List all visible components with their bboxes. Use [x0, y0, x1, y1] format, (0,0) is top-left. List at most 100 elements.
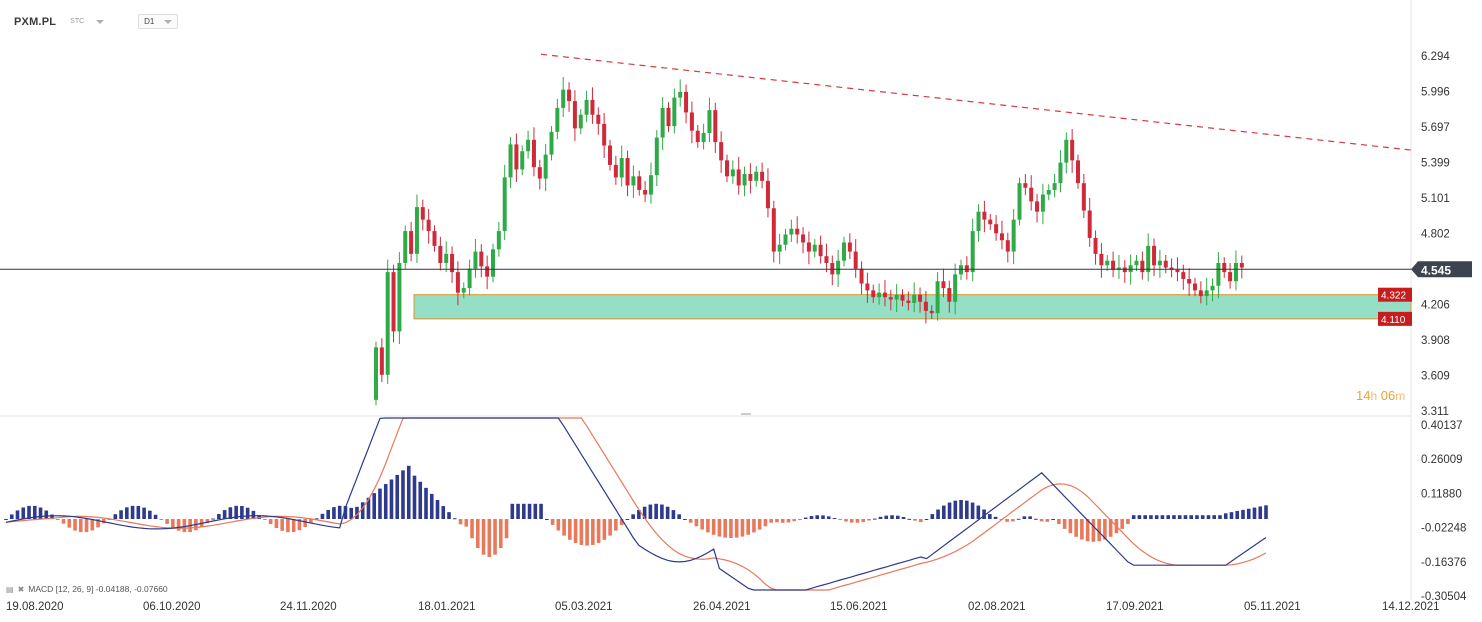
- candle-body: [567, 89, 572, 102]
- candle-body: [923, 301, 928, 311]
- candle-body: [947, 288, 952, 302]
- price-tags: 4.545 4.322 4.110: [1378, 261, 1472, 326]
- macd-histogram-bar: [406, 465, 411, 519]
- menu-icon[interactable]: ▤: [6, 584, 14, 594]
- macd-histogram-bar: [642, 506, 647, 519]
- timeframe-select[interactable]: D1: [138, 14, 179, 29]
- macd-histogram-bar: [602, 519, 607, 540]
- candle-body: [689, 112, 694, 131]
- macd-histogram-bar: [1172, 515, 1176, 519]
- date-tick-label: 26.04.2021: [693, 601, 751, 613]
- macd-histogram-bar: [740, 519, 745, 537]
- macd-histogram-bar: [148, 510, 152, 519]
- macd-line: [5, 417, 1267, 591]
- macd-histogram-bar: [418, 481, 423, 519]
- macd-histogram-bar: [734, 519, 739, 538]
- macd-histogram-bar: [568, 519, 572, 540]
- candle-body: [853, 251, 858, 269]
- macd-histogram-bar: [4, 519, 8, 520]
- candle-body: [602, 123, 607, 146]
- candle-body: [578, 114, 583, 129]
- candle-body: [1233, 262, 1238, 282]
- candle-body: [906, 300, 911, 303]
- candle-body: [824, 256, 829, 263]
- candle-body: [461, 288, 466, 293]
- candle-body: [385, 272, 390, 375]
- macd-histogram-bar: [481, 519, 486, 555]
- candle-body: [654, 137, 659, 176]
- macd-histogram-bar: [217, 514, 221, 519]
- candlestick-series: [374, 77, 1244, 406]
- macd-histogram-bar: [337, 505, 342, 519]
- candle-body: [672, 97, 677, 127]
- macd-histogram-bar: [383, 484, 388, 519]
- macd-histogram-bar: [1074, 519, 1078, 537]
- candle-body: [935, 281, 940, 314]
- candle-body: [701, 132, 706, 143]
- candle-body: [877, 292, 882, 298]
- macd-histogram-bar: [637, 510, 641, 519]
- macd-signal-line: [5, 417, 1267, 591]
- macd-histogram-bar: [303, 519, 307, 528]
- close-icon[interactable]: ✖: [17, 584, 25, 594]
- candle-body: [1081, 183, 1086, 211]
- macd-histogram-bar: [976, 505, 981, 519]
- macd-histogram-bar: [1177, 515, 1182, 519]
- macd-histogram-bar: [257, 514, 261, 519]
- macd-histogram-bar: [1126, 519, 1130, 525]
- macd-histogram-bar: [821, 515, 825, 519]
- candle-body: [613, 164, 618, 178]
- macd-histogram-bar: [729, 519, 733, 538]
- zone-upper-tag: [1378, 287, 1412, 302]
- macd-histogram-bar: [355, 506, 359, 519]
- chart-toolbar: PXM.PL STC D1: [14, 14, 179, 29]
- macd-histogram-bar: [1229, 512, 1234, 519]
- macd-histogram-bar: [142, 507, 146, 519]
- chevron-down-icon[interactable]: [96, 19, 105, 24]
- symbol-label[interactable]: PXM.PL: [14, 15, 57, 28]
- macd-histogram-bar: [965, 500, 969, 519]
- candle-body: [783, 234, 788, 245]
- macd-histogram-bar: [510, 503, 515, 519]
- macd-histogram-bar: [372, 493, 377, 519]
- macd-tick-label: 0.26009: [1421, 454, 1463, 466]
- candle-body: [432, 231, 437, 246]
- macd-histogram-bar: [625, 519, 630, 520]
- candle-body: [1128, 265, 1133, 273]
- macd-histogram-bar: [1160, 515, 1165, 519]
- macd-histogram-bar: [136, 505, 141, 519]
- macd-histogram-bar: [700, 519, 704, 530]
- candle-body: [455, 272, 460, 293]
- macd-tick-label: -0.02248: [1421, 523, 1466, 535]
- macd-histogram-bar: [395, 474, 400, 519]
- price-tick-label: 3.908: [1421, 335, 1450, 347]
- macd-histogram-bar: [240, 506, 244, 519]
- macd-histogram-bar: [786, 519, 791, 523]
- candle-body: [473, 251, 478, 269]
- macd-histogram-bar: [1016, 518, 1021, 520]
- macd-histogram-bar: [780, 519, 785, 523]
- price-tick-label: 5.996: [1421, 86, 1450, 98]
- candle-body: [1111, 260, 1116, 270]
- candle-body: [1023, 183, 1028, 188]
- resistance-trendline[interactable]: [540, 53, 1412, 151]
- macd-histogram-bar: [918, 519, 923, 523]
- candle-body: [994, 224, 999, 234]
- macd-histogram-bar: [90, 519, 95, 531]
- price-tick-label: 5.399: [1421, 158, 1450, 170]
- macd-histogram-bar: [993, 516, 998, 519]
- macd-histogram-bar: [291, 519, 296, 532]
- candle-body: [1181, 272, 1186, 279]
- macd-histogram-bar: [15, 510, 20, 519]
- macd-histogram-bar: [942, 505, 946, 519]
- date-tick-label: 15.06.2021: [830, 601, 888, 613]
- macd-histogram-bar: [50, 514, 54, 519]
- macd-histogram-bar: [67, 519, 72, 528]
- macd-histogram-bar: [73, 519, 77, 531]
- macd-histogram-bar: [320, 513, 325, 519]
- candle-body: [1204, 290, 1209, 297]
- candle-body: [988, 219, 993, 225]
- candle-body: [1163, 260, 1168, 268]
- candle-body: [631, 176, 636, 186]
